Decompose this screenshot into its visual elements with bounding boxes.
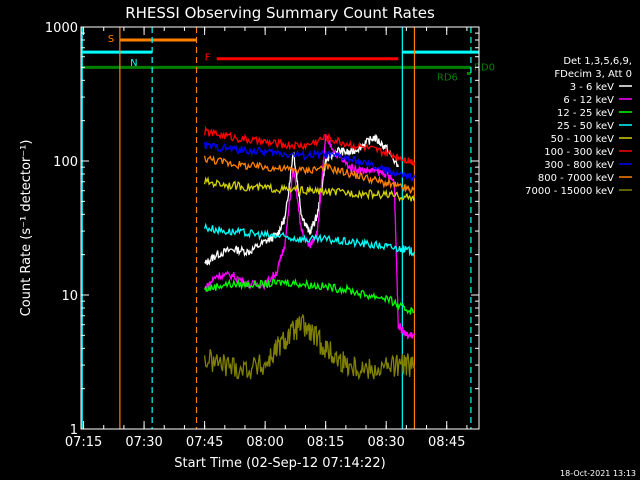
flag-label: RD0 [474, 62, 495, 73]
legend-label: 100 - 300 keV [544, 147, 614, 158]
y-tick-label: 1000 [45, 21, 78, 36]
flag-label: RD6 [437, 72, 458, 83]
legend-label: 25 - 50 keV [557, 121, 614, 132]
axes-layer: 07:15 07:30 07:45 08:00 08:15 08:30 08:45 1 10 10… [45, 21, 479, 450]
legend-header: FDecim 3, Att 0 [554, 69, 632, 80]
legend-label: 6 - 12 keV [563, 95, 614, 106]
legend-header: Det 1,3,5,6,9, [563, 56, 632, 67]
x-tick-label: 07:30 [125, 435, 162, 450]
legend-label: 12 - 25 keV [557, 108, 614, 119]
y-axis-label: Count Rate (s⁻¹ detector⁻¹) [19, 140, 34, 317]
series-line [203, 176, 416, 202]
x-tick-label: 08:15 [307, 435, 344, 450]
flag-label: S [108, 34, 114, 45]
legend-label: 800 - 7000 keV [538, 173, 614, 184]
x-tick-label: 07:15 [65, 435, 102, 450]
x-tick-label: 07:45 [186, 435, 223, 450]
series-line [203, 125, 416, 167]
series-line [203, 141, 416, 183]
plot-frame [80, 26, 480, 430]
x-axis-label: Start Time (02-Sep-12 07:14:22) [174, 456, 385, 471]
flags-layer: S N F RD0 RD6 [81, 34, 495, 83]
y-tick-label: 1 [70, 423, 78, 438]
legend-label: 300 - 800 keV [544, 160, 614, 171]
legend-label: 50 - 100 keV [551, 134, 615, 145]
legend-label: 3 - 6 keV [570, 82, 614, 93]
flag-label: N [130, 58, 137, 69]
x-tick-label: 08:30 [367, 435, 404, 450]
y-tick-label: 10 [61, 289, 78, 304]
chart-title: RHESSI Observing Summary Count Rates [125, 4, 435, 22]
flag-label: F [205, 53, 211, 64]
series-line [203, 313, 416, 381]
vlines-layer [81, 27, 472, 429]
legend-label: 7000 - 15000 keV [525, 186, 614, 197]
footer-date: 18-Oct-2021 13:13 [560, 469, 636, 478]
legend: Det 1,3,5,6,9, FDecim 3, Att 0 3 - 6 keV 6 … [525, 56, 632, 197]
x-tick-label: 08:45 [428, 435, 465, 450]
series-line [204, 133, 399, 266]
series-line [203, 155, 416, 195]
series-layer [203, 125, 416, 381]
series-line [203, 222, 416, 257]
series-line [204, 278, 415, 315]
y-tick-label: 100 [53, 155, 78, 170]
x-tick-label: 08:00 [246, 435, 283, 450]
